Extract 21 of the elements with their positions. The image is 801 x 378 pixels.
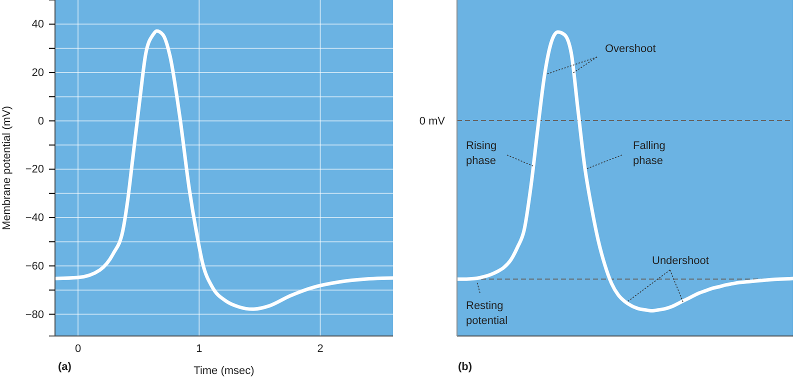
ref-line-label: 0 mV bbox=[419, 115, 446, 128]
annotation: Rising phase bbox=[466, 140, 497, 167]
y-tick-label: −80 bbox=[25, 308, 44, 321]
y-tick-label: −60 bbox=[25, 260, 44, 272]
y-tick-label: 0 bbox=[38, 115, 44, 128]
annotation: Undershoot bbox=[652, 255, 709, 267]
y-tick-label: 20 bbox=[32, 67, 44, 80]
y-tick-label: 40 bbox=[32, 18, 44, 31]
x-tick-label: 1 bbox=[196, 342, 202, 355]
annotation: Overshoot bbox=[605, 43, 656, 55]
y-tick-label: −40 bbox=[25, 212, 44, 224]
x-tick-label: 2 bbox=[317, 342, 324, 355]
annotation: Falling phase bbox=[633, 140, 666, 167]
text: (b) bbox=[458, 361, 472, 373]
annotation: Resting potential bbox=[466, 300, 508, 327]
y-axis-title: Membrane potential (mV) bbox=[1, 106, 13, 230]
line-series bbox=[54, 29, 395, 311]
y-tick-label: −20 bbox=[25, 164, 44, 176]
x-tick-label: 0 bbox=[74, 342, 82, 355]
x-axis-title: Time (msec) bbox=[194, 365, 254, 377]
text: (a) bbox=[58, 361, 72, 373]
